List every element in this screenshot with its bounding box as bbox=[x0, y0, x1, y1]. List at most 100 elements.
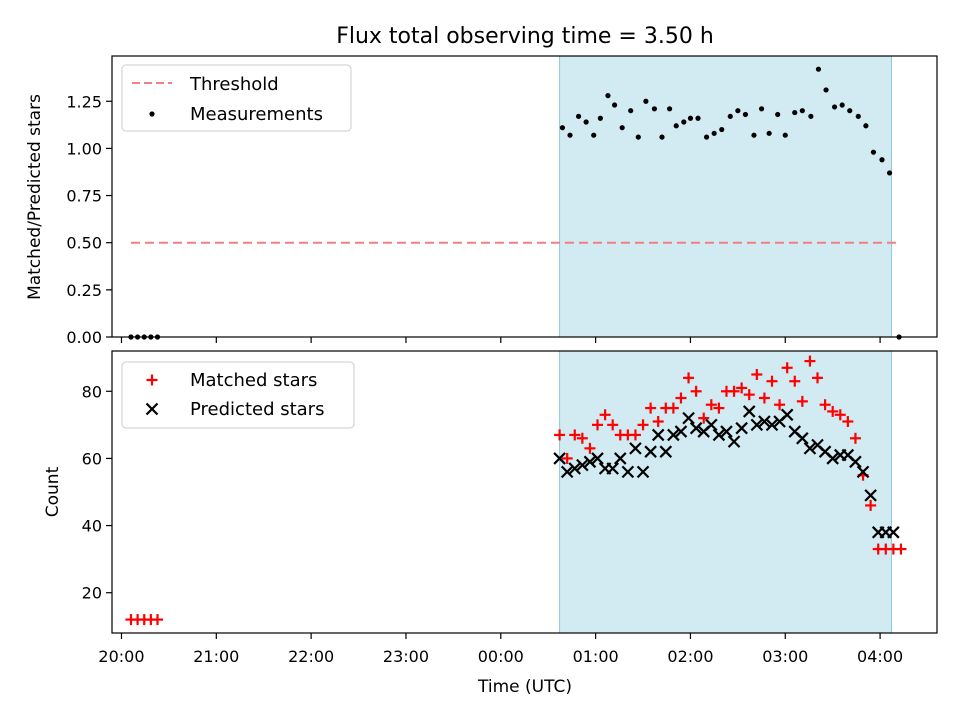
bottom-legend: Matched stars Predicted stars bbox=[121, 361, 355, 429]
predicted-stars-point bbox=[705, 418, 718, 432]
predicted-stars-point bbox=[780, 408, 794, 422]
x-tick-label: 22:00 bbox=[288, 647, 334, 666]
predicted-stars-point bbox=[796, 432, 809, 445]
x-tick-label: 01:00 bbox=[573, 647, 619, 666]
predicted-stars-point bbox=[826, 452, 839, 465]
matched-stars-point bbox=[743, 389, 755, 401]
measurements-point bbox=[886, 170, 893, 176]
matched-stars-point bbox=[683, 372, 695, 384]
measurements-point bbox=[597, 115, 603, 121]
matched-stars-point bbox=[607, 419, 619, 431]
measurements-point bbox=[758, 106, 765, 112]
matched-stars-point bbox=[576, 432, 588, 444]
matched-stars-point bbox=[705, 399, 717, 411]
x-tick-label: 23:00 bbox=[383, 647, 429, 666]
measurements-point bbox=[567, 132, 573, 138]
measurements-point bbox=[782, 132, 788, 138]
x-tick-label: 03:00 bbox=[762, 647, 808, 666]
matched-stars-point bbox=[774, 399, 786, 411]
predicted-stars-point bbox=[644, 445, 657, 458]
matched-stars-point bbox=[698, 412, 710, 424]
predicted-stars-point bbox=[849, 455, 862, 469]
measurements-point bbox=[775, 111, 781, 118]
matched-stars-point bbox=[728, 385, 740, 397]
predicted-stars-point bbox=[682, 411, 695, 425]
measurements-point bbox=[673, 123, 679, 129]
x-tick-label: 20:00 bbox=[98, 647, 144, 666]
predicted-stars-point bbox=[636, 465, 650, 479]
predicted-stars-point bbox=[750, 418, 764, 432]
measurements-point bbox=[799, 108, 805, 114]
matched-stars-point bbox=[751, 369, 763, 380]
matched-stars-point bbox=[667, 402, 679, 414]
predicted-stars-point bbox=[591, 452, 604, 465]
measurements-point bbox=[870, 149, 877, 155]
measurements-point bbox=[651, 106, 658, 112]
bottom-panel: 20 40 60 80 20:00 21:00 22:00 23:00 00:00 01:00 0… bbox=[43, 350, 938, 666]
predicted-stars-point bbox=[758, 415, 771, 428]
matched-stars-point bbox=[584, 442, 596, 454]
bottom-y-tick-label: 40 bbox=[82, 517, 102, 536]
matched-stars-point bbox=[554, 429, 566, 441]
measurements-point bbox=[643, 98, 649, 104]
predicted-stars-point bbox=[560, 465, 574, 479]
matched-stars-point bbox=[758, 392, 770, 404]
bottom-y-tick-label: 60 bbox=[82, 449, 102, 468]
matched-stars-point bbox=[781, 362, 793, 374]
predicted-stars-point bbox=[576, 458, 589, 472]
top-y-axis-label: Matched/Predicted stars bbox=[25, 94, 45, 300]
bottom-y-tick-label: 80 bbox=[82, 382, 102, 401]
measurements-point bbox=[735, 108, 741, 114]
measurements-point bbox=[863, 123, 869, 129]
measurements-point bbox=[635, 134, 641, 140]
bottom-observing-span bbox=[559, 350, 892, 634]
predicted-stars-point bbox=[606, 462, 619, 475]
matched-stars-point bbox=[152, 614, 164, 626]
measurements-point bbox=[839, 102, 845, 108]
matched-stars-point bbox=[895, 543, 907, 555]
matched-legend-label: Matched stars bbox=[190, 370, 317, 391]
predicted-stars-point bbox=[659, 445, 673, 458]
measurements-point bbox=[879, 157, 885, 163]
top-y-tick-label: 1.00 bbox=[66, 139, 102, 158]
x-tick-label: 02:00 bbox=[667, 647, 713, 666]
matched-stars-point bbox=[645, 402, 657, 414]
matched-stars-point bbox=[675, 392, 687, 404]
measurements-point bbox=[719, 126, 725, 133]
bottom-y-tick-label: 20 bbox=[82, 584, 102, 603]
matched-stars-point bbox=[713, 402, 725, 414]
top-y-tick-label: 0.00 bbox=[66, 328, 102, 347]
predicted-stars-point bbox=[742, 405, 756, 418]
measurements-point bbox=[831, 104, 838, 110]
matched-stars-point bbox=[789, 375, 801, 387]
predicted-stars-point bbox=[583, 455, 597, 469]
measurements-point bbox=[847, 108, 853, 114]
matched-stars-point bbox=[652, 416, 664, 427]
x-tick-label: 00:00 bbox=[478, 647, 524, 666]
bottom-y-axis-label: Count bbox=[43, 466, 63, 517]
matched-stars-point bbox=[599, 409, 611, 421]
bottom-plot-frame bbox=[111, 350, 938, 634]
predicted-stars-point bbox=[803, 442, 817, 455]
matched-stars-point bbox=[592, 419, 604, 431]
matched-stars-point bbox=[865, 499, 877, 511]
measurements-point bbox=[808, 113, 814, 119]
top-y-tick-label: 0.50 bbox=[66, 234, 102, 253]
top-plot-frame bbox=[111, 55, 938, 338]
predicted-stars-point bbox=[621, 465, 635, 479]
top-y-tick-label: 0.25 bbox=[66, 281, 102, 300]
matched-stars-point bbox=[629, 429, 641, 441]
matched-stars-point bbox=[804, 355, 816, 367]
measurements-point bbox=[711, 130, 717, 136]
predicted-stars-point bbox=[651, 428, 665, 442]
x-axis-label: Time (UTC) bbox=[477, 677, 572, 697]
matched-stars-point bbox=[690, 385, 702, 397]
measurements-point bbox=[605, 93, 611, 99]
measurements-point bbox=[823, 87, 829, 93]
predicted-stars-point bbox=[689, 421, 703, 435]
top-observing-span bbox=[559, 55, 892, 338]
top-y-tick-label: 0.75 bbox=[66, 187, 102, 206]
predicted-stars-point bbox=[712, 428, 726, 442]
matched-stars-point bbox=[834, 409, 846, 421]
